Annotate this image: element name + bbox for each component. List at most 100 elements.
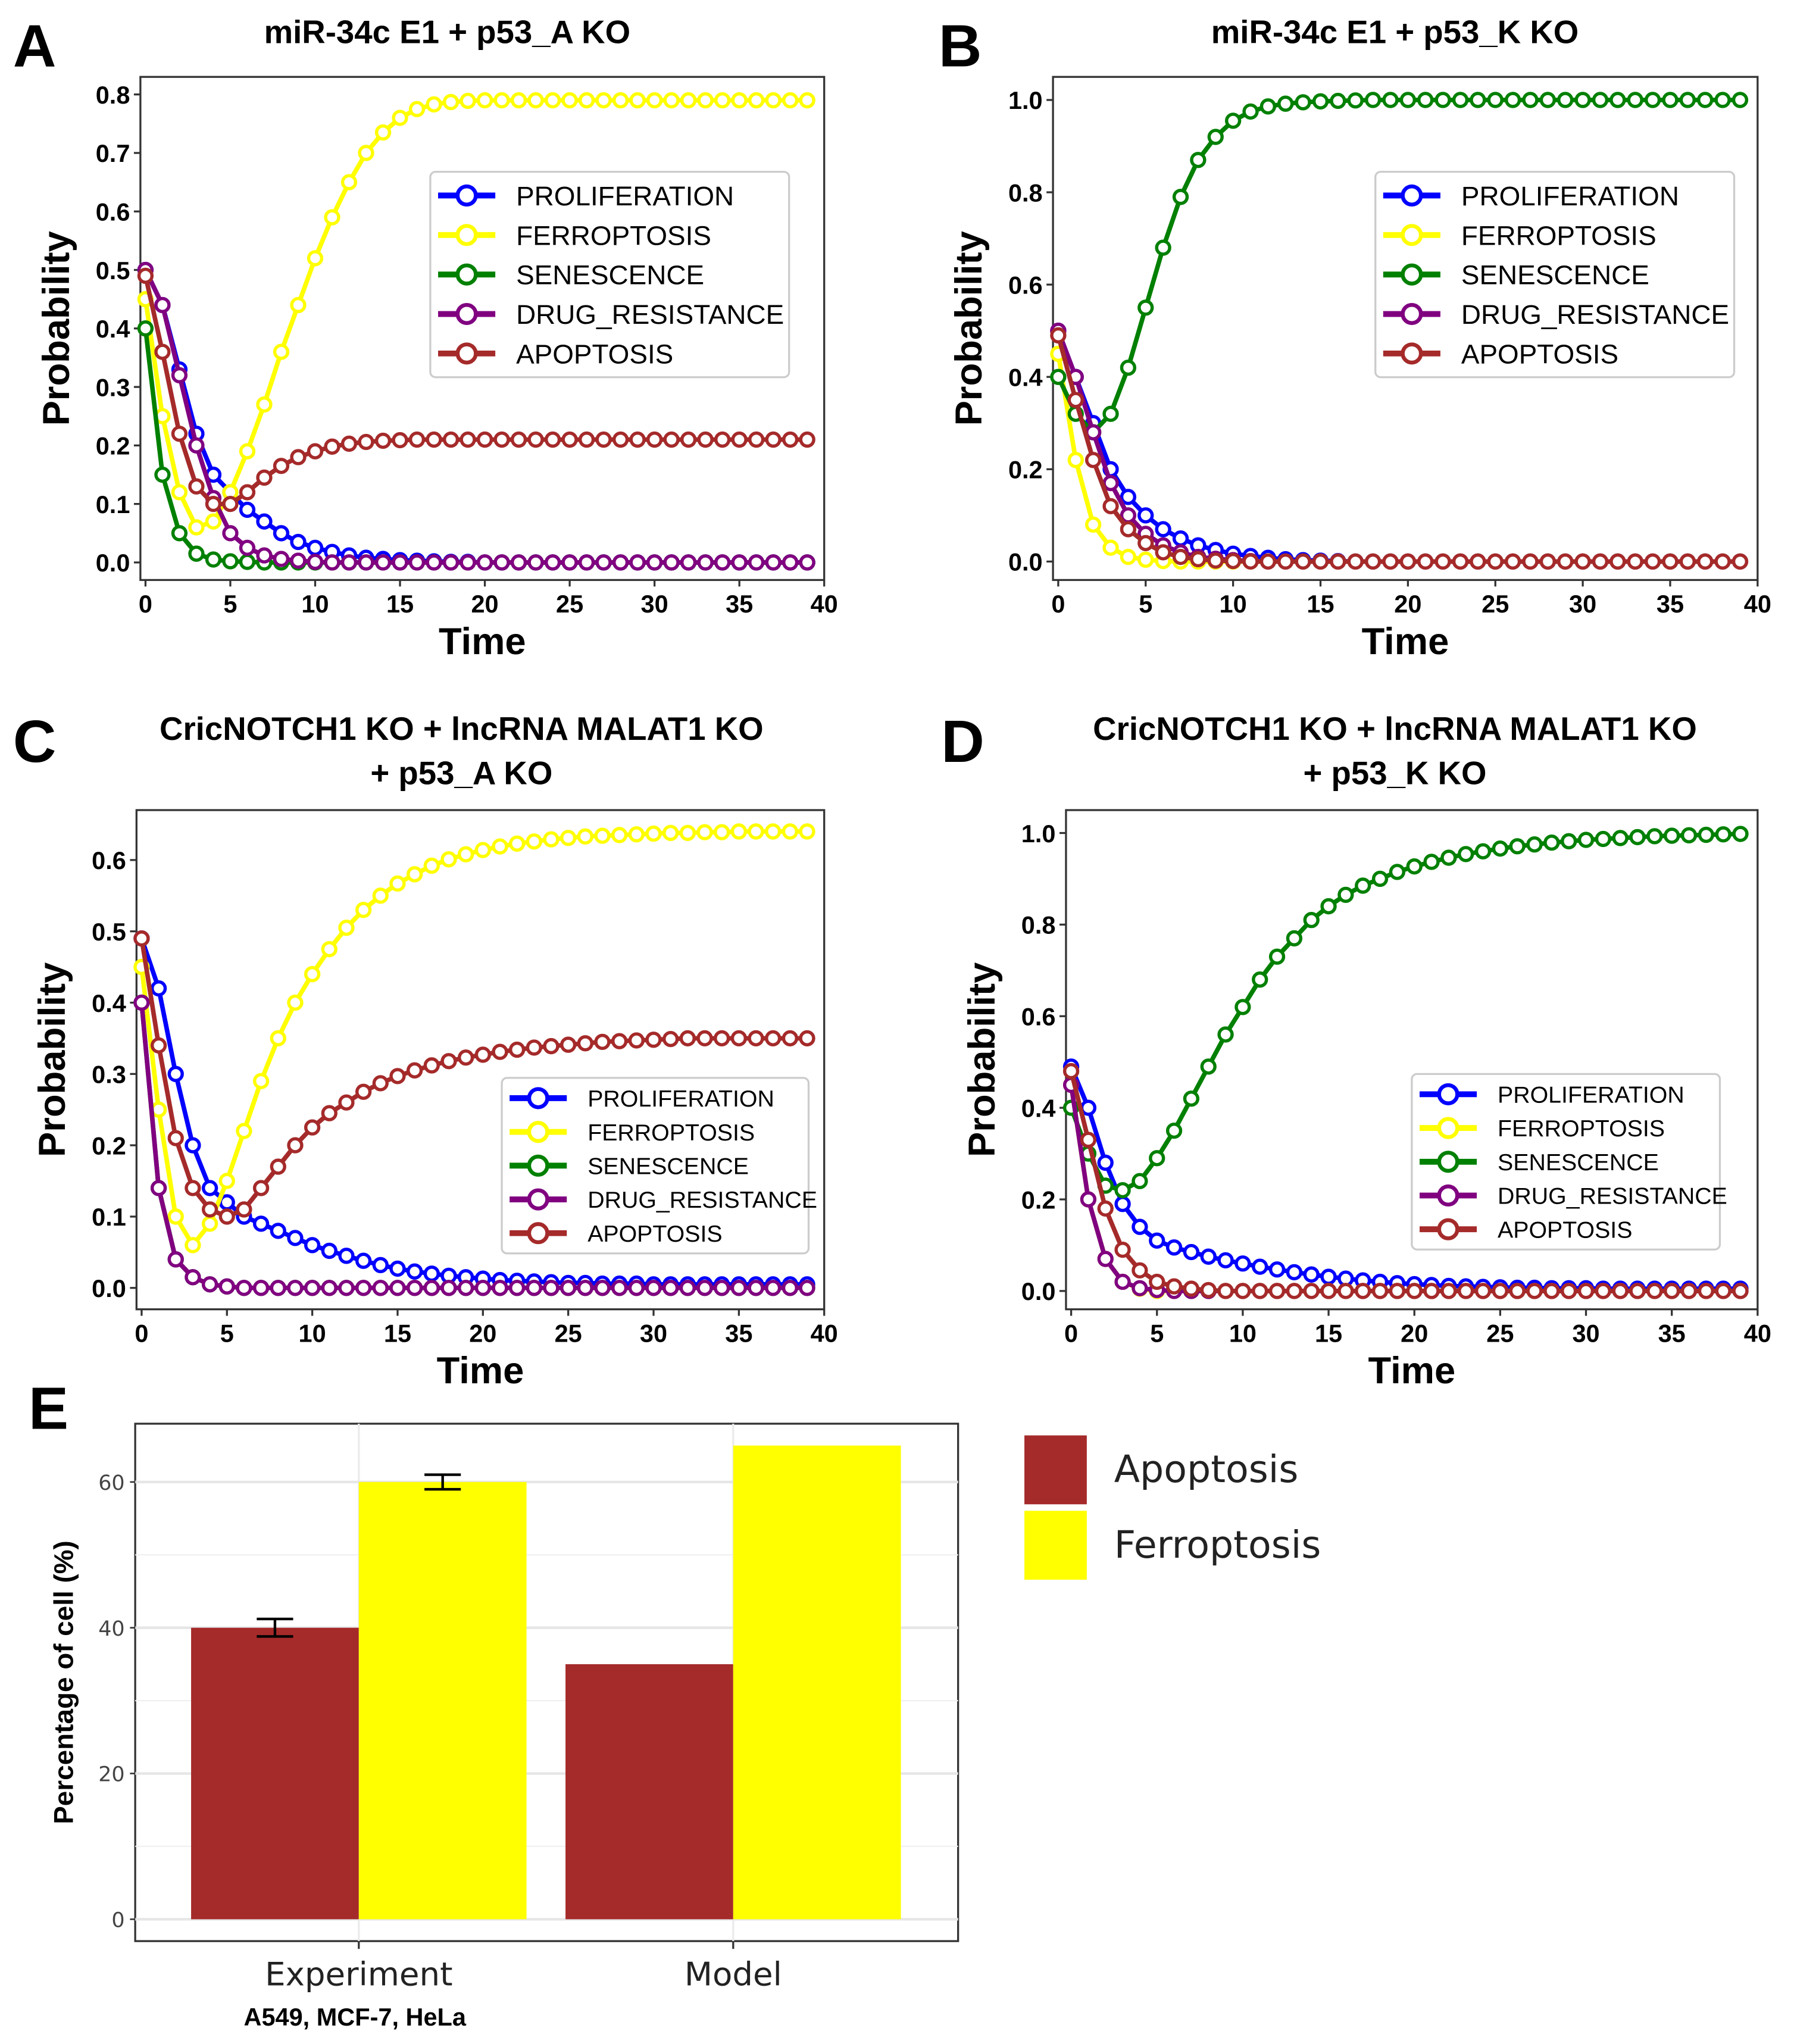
x-tick-label: 30 [1572, 1319, 1599, 1347]
data-point-drug_resistance [646, 554, 663, 571]
legend-marker-icon [1437, 1151, 1459, 1173]
x-tick-label: 5 [1150, 1319, 1164, 1347]
data-point-apoptosis [408, 431, 426, 448]
data-point-apoptosis [392, 432, 408, 449]
y-tick-label: 0.4 [96, 315, 130, 343]
data-point-apoptosis [1644, 553, 1661, 570]
x-tick-label: 15 [1307, 590, 1334, 618]
y-axis-label: Percentage of cell (%) [48, 1540, 79, 1824]
data-point-apoptosis [662, 1030, 679, 1048]
data-point-ferroptosis [340, 174, 358, 190]
data-point-senescence [1132, 1173, 1148, 1189]
data-point-apoptosis [474, 1046, 491, 1063]
data-point-ferroptosis [252, 1073, 270, 1089]
data-point-apoptosis [1732, 553, 1749, 570]
data-point-apoptosis [1612, 1283, 1629, 1299]
data-point-drug_resistance [594, 1280, 611, 1296]
data-point-ferroptosis [1084, 516, 1102, 533]
data-point-apoptosis [1487, 553, 1504, 570]
bar-apoptosis [191, 1627, 359, 1920]
series-line-senescence [1056, 98, 1740, 436]
data-point-apoptosis [782, 1030, 799, 1047]
data-point-senescence [1609, 92, 1626, 108]
chart-title: CricNOTCH1 KO + lncRNA MALAT1 KO [160, 711, 764, 747]
data-point-proliferation [304, 1237, 321, 1254]
data-point-apoptosis [358, 433, 374, 451]
data-point-ferroptosis [508, 835, 526, 852]
data-point-apoptosis [731, 431, 748, 448]
data-point-apoptosis [1557, 553, 1574, 570]
data-point-apoptosis [1217, 1283, 1234, 1299]
data-point-drug_resistance [696, 1280, 713, 1296]
data-point-senescence [1242, 103, 1259, 120]
series-line-apoptosis [143, 275, 808, 507]
data-point-apoptosis [1242, 553, 1259, 570]
data-point-senescence [1224, 112, 1242, 129]
data-point-senescence [1165, 1122, 1183, 1139]
line-chart-panel-d: CricNOTCH1 KO + lncRNA MALAT1 KO + p53_K … [961, 711, 1771, 1392]
y-tick-label: 0.8 [1021, 911, 1056, 939]
data-point-apoptosis [1252, 1283, 1268, 1299]
data-point-apoptosis [492, 1043, 508, 1060]
data-point-apoptosis [1646, 1283, 1663, 1299]
data-point-apoptosis [680, 431, 697, 448]
data-point-apoptosis [1715, 1283, 1732, 1299]
data-point-apoptosis [1492, 1283, 1509, 1299]
data-point-senescence [1629, 829, 1646, 846]
error-bar [257, 1617, 293, 1638]
data-point-apoptosis [646, 431, 663, 448]
chart-title: CricNOTCH1 KO + lncRNA MALAT1 KO [1093, 711, 1697, 747]
data-point-ferroptosis [714, 824, 730, 840]
y-tick-label: 0.5 [92, 918, 126, 946]
data-point-apoptosis [1330, 553, 1346, 570]
legend-marker-icon [1401, 342, 1423, 365]
data-point-drug_resistance [426, 554, 442, 571]
data-point-drug_resistance [372, 1280, 389, 1296]
data-point-drug_resistance [1132, 1280, 1148, 1296]
panel-label-e: E [29, 1376, 68, 1442]
data-point-drug_resistance [748, 554, 765, 571]
y-tick-label: 20 [98, 1763, 124, 1787]
legend-label: PROLIFERATION [516, 180, 734, 211]
data-point-apoptosis [1234, 1283, 1251, 1299]
data-point-drug_resistance [440, 1280, 457, 1296]
data-point-ferroptosis [218, 1173, 235, 1189]
y-tick-label: 0.3 [96, 373, 130, 401]
data-point-ferroptosis [236, 1123, 252, 1139]
legend-marker-icon [1437, 1117, 1459, 1139]
data-point-senescence [1539, 92, 1557, 108]
data-point-senescence [1543, 834, 1560, 851]
legend-marker-icon [527, 1087, 549, 1109]
data-point-apoptosis [628, 1032, 645, 1049]
y-tick-label: 0.0 [96, 549, 130, 577]
data-point-drug_resistance [697, 554, 714, 571]
data-point-ferroptosis [679, 824, 696, 841]
data-point-senescence [1474, 843, 1492, 860]
data-point-apoptosis [1627, 553, 1643, 570]
data-point-ferroptosis [474, 842, 491, 858]
legend: PROLIFERATION FERROPTOSIS SENESCENCE DRUG_R… [1374, 170, 1736, 379]
data-point-drug_resistance [629, 554, 646, 571]
y-tick-label: 0.2 [92, 1132, 126, 1159]
x-axis-label: Time [439, 621, 526, 662]
data-point-ferroptosis [307, 250, 324, 267]
data-point-apoptosis [290, 449, 307, 465]
x-tick-label: 40 [811, 1319, 838, 1347]
data-point-apoptosis [1080, 1132, 1097, 1148]
data-point-senescence [1234, 999, 1251, 1015]
data-point-ferroptosis [457, 846, 474, 862]
data-point-apoptosis [560, 1036, 577, 1053]
legend-label: PROLIFERATION [1498, 1082, 1684, 1108]
data-point-drug_resistance [577, 1280, 593, 1296]
panel-label-a: A [13, 13, 57, 80]
data-point-senescence [1286, 930, 1303, 947]
data-point-drug_resistance [645, 1280, 662, 1296]
data-point-apoptosis [1440, 1283, 1457, 1299]
data-point-apoptosis [1224, 552, 1242, 570]
data-point-apoptosis [205, 496, 222, 512]
data-point-drug_resistance [680, 554, 697, 571]
data-point-drug_resistance [1102, 474, 1119, 492]
data-point-ferroptosis [629, 92, 646, 109]
data-point-drug_resistance [476, 554, 493, 571]
